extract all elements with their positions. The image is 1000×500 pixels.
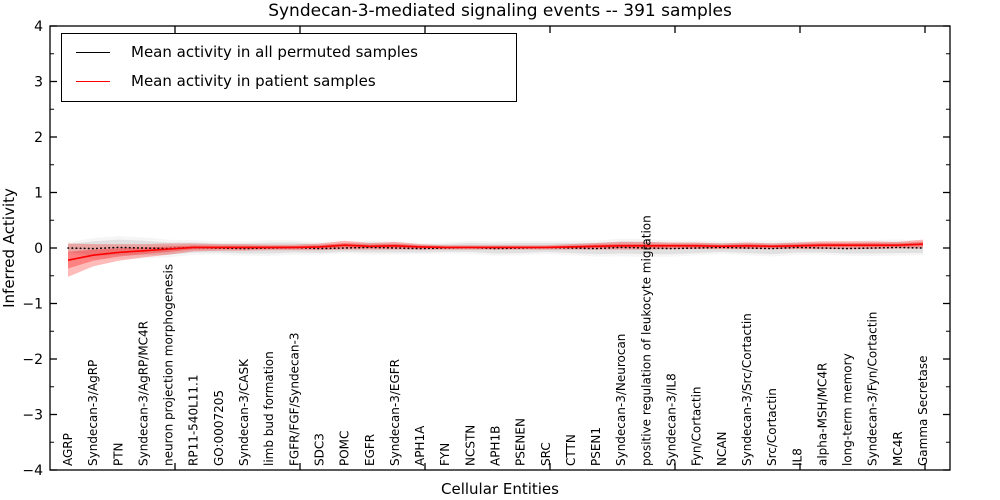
y-tick-label: −1 — [22, 297, 43, 313]
category-label: Syndecan-3/AgRP — [86, 360, 100, 466]
category-label: NCAN — [715, 431, 729, 466]
category-label: Syndecan-3/CASK — [237, 358, 251, 466]
category-label: neuron projection morphogenesis — [162, 264, 176, 466]
x-axis-label: Cellular Entities — [441, 480, 559, 498]
category-label: RP11-540L11.1 — [187, 375, 201, 466]
category-label: PTN — [111, 442, 125, 466]
category-label: Syndecan-3/IL8 — [665, 373, 679, 466]
patient-line-swatch — [76, 80, 110, 82]
legend-item-patient: Mean activity in patient samples — [62, 70, 506, 92]
category-label: IL8 — [790, 448, 804, 466]
chart-title: Syndecan-3-mediated signaling events -- … — [268, 1, 732, 21]
series-lines-layer — [67, 243, 924, 261]
y-tick-label: 1 — [34, 186, 43, 202]
category-label: GO:0007205 — [212, 390, 226, 466]
category-label: NCSTN — [463, 425, 477, 466]
permuted-mean-line — [67, 246, 924, 250]
category-label: long-term memory — [841, 353, 855, 466]
category-label: EGFR — [363, 434, 377, 466]
category-label: SDC3 — [312, 433, 326, 466]
patient-mean-line — [67, 243, 924, 261]
category-label: Syndecan-3/Src/Cortactin — [740, 313, 754, 466]
category-label: POMC — [338, 431, 352, 466]
confidence-bands-layer — [68, 236, 923, 277]
patient-band — [68, 239, 923, 277]
category-label: APH1B — [488, 426, 502, 466]
category-label: Syndecan-3/Neurocan — [614, 334, 628, 466]
y-axis-label: Inferred Activity — [0, 188, 18, 308]
y-tick-label: −3 — [22, 408, 43, 424]
category-label: SRC — [539, 442, 553, 466]
category-label: APH1A — [413, 425, 427, 466]
patient-band-inner — [68, 241, 923, 269]
legend-item-permuted: Mean activity in all permuted samples — [62, 41, 506, 63]
category-label: Src/Cortactin — [765, 388, 779, 466]
category-label: Syndecan-3/AgRP/MC4R — [136, 321, 150, 466]
y-tick-label: 2 — [34, 130, 43, 146]
category-label: Fyn/Cortactin — [690, 386, 704, 466]
category-label: Syndecan-3/Fyn/Cortactin — [866, 312, 880, 466]
category-label: alpha-MSH/MC4R — [815, 363, 829, 466]
y-tick-label: 0 — [34, 241, 43, 257]
category-label: PSENEN — [514, 418, 528, 466]
category-label: FGFR/FGF/Syndecan-3 — [287, 333, 301, 466]
y-tick-label: −4 — [22, 463, 43, 479]
category-label: CTTN — [564, 434, 578, 466]
category-label: Gamma Secretase — [916, 355, 930, 466]
y-tick-label: 3 — [34, 75, 43, 91]
category-label: MC4R — [891, 431, 905, 466]
legend: Mean activity in all permuted samples Me… — [61, 33, 517, 102]
category-label: Syndecan-3/EGFR — [388, 359, 402, 466]
y-tick-label: 4 — [34, 19, 43, 35]
axes-layer: 4 3 2 1 0 −1 −2 −3 −4 — [22, 19, 951, 479]
permuted-line-swatch — [76, 51, 110, 53]
category-label: PSEN1 — [589, 427, 603, 466]
category-label: FYN — [438, 443, 452, 466]
category-label: positive regulation of leukocyte migrati… — [639, 215, 653, 466]
category-labels-layer: AGRP Syndecan-3/AgRP PTN Syndecan-3/AgRP/MC… — [61, 215, 930, 466]
legend-label-patient: Mean activity in patient samples — [131, 72, 376, 90]
category-label: AGRP — [61, 433, 75, 466]
category-label: limb bud formation — [262, 351, 276, 466]
legend-label-permuted: Mean activity in all permuted samples — [131, 43, 418, 61]
y-tick-label: −2 — [22, 352, 43, 368]
